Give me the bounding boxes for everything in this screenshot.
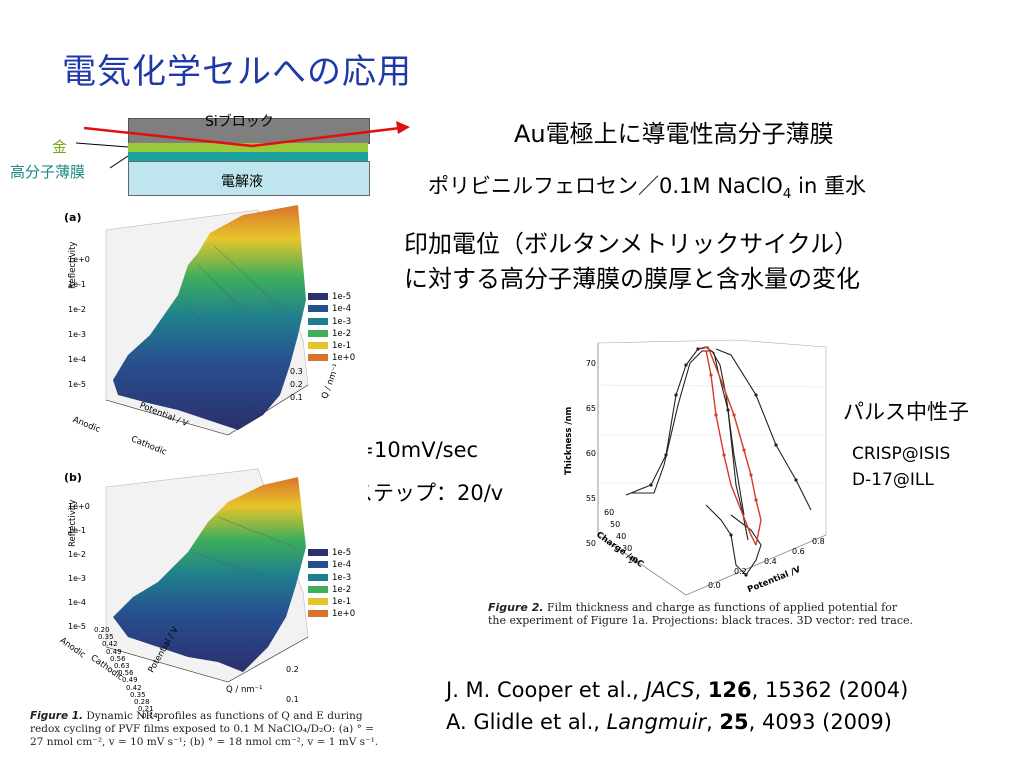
reference-2: A. Glidle et al., Langmuir, 25, 4093 (20…: [446, 710, 892, 734]
figure-1b: (b) Reflectivity 1e+0 1e-1 1e-2 1e-3 1e-4 1e-…: [58, 467, 368, 720]
q-ticks-b: 0.2 0.1: [286, 665, 299, 704]
potential-ticks-fig2: 0.0: [708, 581, 721, 590]
potential-tick-0-8: 0.8: [812, 537, 825, 546]
q-ticks-a: 0.3 0.2 0.1: [290, 367, 303, 402]
electrolyte-label: 電解液: [221, 174, 263, 190]
surface-plot-b: [105, 468, 309, 683]
y-ticks-b: 1e+0 1e-1 1e-2 1e-3 1e-4 1e-5: [68, 502, 90, 631]
potential-tick-0-2: 0.2: [734, 567, 747, 576]
polymer-film-layer: [128, 152, 368, 161]
facility-crisp: CRISP@ISIS: [852, 444, 951, 464]
panel-a-label: (a): [64, 211, 82, 224]
thickness-3d-plot: [597, 339, 827, 596]
description-line-4: に対する高分子薄膜の膜厚と含水量の変化: [404, 265, 860, 293]
charge-ticks: 60 50 40 30 20: [604, 508, 639, 565]
potential-tick-0-6: 0.6: [792, 547, 805, 556]
si-block-layer: [128, 118, 370, 144]
thickness-axis-label: Thickness /nm: [564, 406, 574, 475]
page-title: 電気化学セルへの応用: [62, 52, 412, 92]
gold-label: 金: [52, 138, 68, 156]
figure-1-caption: Figure 1. Dynamic NR profiles as functio…: [30, 710, 379, 748]
thickness-ticks: 70 65 60 55 50: [585, 359, 596, 548]
y-ticks-a: 1e+0 1e-1 1e-2 1e-3 1e-4 1e-5: [68, 255, 90, 389]
description-line-2: ポリビニルフェロセン／0.1M NaClO4 in 重水: [428, 174, 866, 203]
q-axis-label-b: Q / nm⁻¹: [226, 685, 263, 695]
panel-b-label: (b): [64, 471, 82, 484]
electrolyte-layer: [128, 161, 370, 196]
figure-2: 70 65 60 55 50 Thickness /nm 60 50 40 30 20 Char…: [556, 335, 836, 597]
potential-tick-0-4: 0.4: [764, 557, 777, 566]
gold-layer: [128, 143, 368, 152]
si-block-label: Siブロック: [205, 114, 274, 130]
description-line-1: Au電極上に導電性高分子薄膜: [514, 120, 834, 148]
figure-1a: (a) Reflectivity 1e+0 1e-1 1e-2 1e-3 1e-4 1e-…: [58, 205, 368, 467]
pulse-neutron-text: パルス中性子: [843, 400, 969, 424]
description-line-3: 印加電位（ボルタンメトリックサイクル）: [404, 230, 859, 258]
potential-ticks-b: 0.20 0.35 0.42 0.49 0.56 0.63 0.56 0.49 …: [94, 626, 158, 721]
figure-2-caption: Figure 2. Film thickness and charge as f…: [488, 601, 914, 627]
neutron-beam-arrows: [75, 121, 410, 169]
legend-a: 1e-5 1e-4 1e-3 1e-2 1e-1 1e+0: [308, 291, 355, 365]
reference-1: J. M. Cooper et al., JACS, 126, 15362 (2…: [446, 678, 909, 702]
legend-b: 1e-5 1e-4 1e-3 1e-2 1e-1 1e+0: [308, 547, 355, 621]
surface-plot-a: [105, 205, 309, 436]
facility-d17: D-17@ILL: [852, 470, 934, 490]
polymer-film-label: 高分子薄膜: [10, 163, 86, 181]
